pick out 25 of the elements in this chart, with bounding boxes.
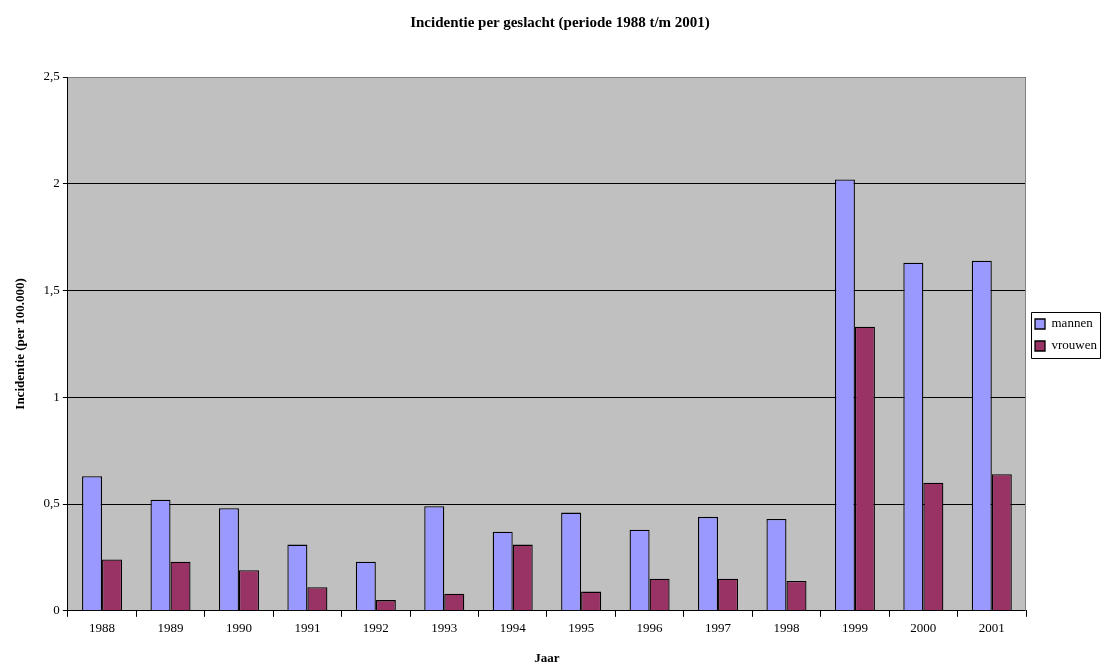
x-tick-label: 1994 (499, 620, 527, 636)
x-tick-label: 1997 (705, 620, 732, 636)
x-axis-title: Jaar (534, 649, 560, 665)
y-tick-label: 0 (53, 602, 60, 618)
x-tick-label: 1991 (294, 620, 321, 636)
y-tick-label: 2,5 (43, 68, 60, 84)
x-tick-label: 1998 (773, 620, 800, 636)
x-tick-label: 1989 (157, 620, 184, 636)
y-tick-label: 0,5 (43, 495, 60, 511)
x-tick-label: 1999 (841, 620, 868, 636)
legend-label: mannen (1051, 315, 1094, 331)
x-tick-label: 1996 (636, 620, 664, 636)
x-tick-label: 1993 (431, 620, 458, 636)
x-tick-label: 1988 (89, 620, 116, 636)
y-tick-label: 1,5 (43, 281, 60, 297)
y-axis-title: Incidentie (per 100.000) (12, 278, 28, 410)
x-tick-label: 2001 (978, 620, 1005, 636)
y-tick-label: 2 (53, 175, 60, 191)
x-tick-label: 1992 (362, 620, 389, 636)
x-tick-label: 1990 (225, 620, 252, 636)
x-tick-label: 2000 (910, 620, 937, 636)
chart-title: Incidentie per geslacht (periode 1988 t/m 2001) (410, 13, 710, 31)
legend-label: vrouwen (1051, 337, 1098, 353)
y-tick-label: 1 (53, 388, 60, 404)
x-tick-label: 1995 (568, 620, 595, 636)
